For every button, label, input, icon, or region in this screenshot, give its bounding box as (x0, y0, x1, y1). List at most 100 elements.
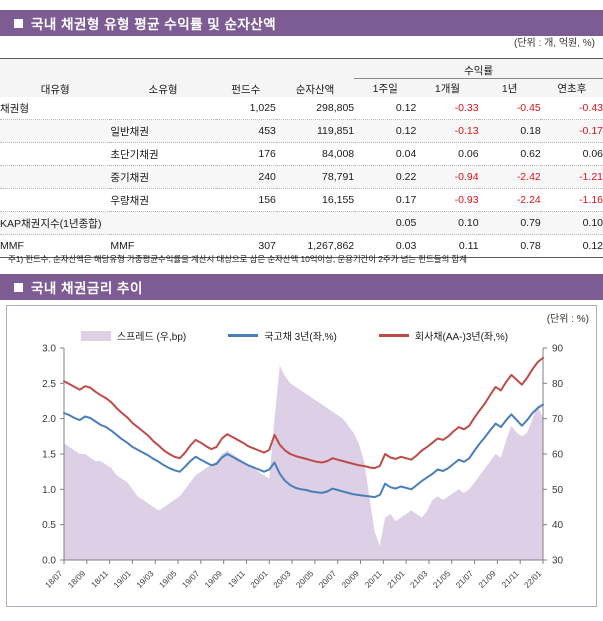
col-header-minor: 소유형 (110, 58, 216, 97)
svg-text:18/11: 18/11 (90, 569, 111, 590)
section-header-rate-trend: 국내 채권금리 추이 (0, 274, 603, 300)
svg-text:90: 90 (552, 344, 564, 355)
cell-minor: 일반채권 (110, 119, 216, 143)
table-row: 채권형 1,025 298,805 0.12 -0.33 -0.45 -0.43 (0, 97, 603, 120)
cell-1week: 0.05 (354, 211, 417, 235)
cell-ytd: 0.12 (540, 234, 603, 258)
bullet-square-icon-2 (14, 282, 23, 292)
cell-fund-count: 240 (215, 165, 276, 189)
chart-svg: 0.0 0.5 1.0 1.5 2.0 2.5 3.0 30 40 50 60 70 80 90 18/07… (42, 344, 564, 590)
cell-1week: 0.12 (354, 119, 417, 143)
cell-nav: 119,851 (275, 119, 355, 143)
cell-major: KAP채권지수(1년종합) (0, 211, 111, 235)
legend-label-ktb3y: 국고채 3년(좌,%) (264, 332, 337, 343)
svg-text:21/11: 21/11 (500, 569, 521, 590)
table-row: 중기채권 240 78,791 0.22 -0.94 -2.42 -1.21 (0, 165, 603, 189)
section2-title: 국내 채권금리 추이 (31, 281, 143, 296)
chart-unit-note: (단위 : %) (546, 314, 589, 325)
cell-ytd: -0.43 (540, 97, 603, 120)
cell-nav (275, 211, 355, 235)
cell-1month: -0.94 (416, 165, 479, 189)
cell-nav: 1,267,862 (275, 234, 355, 258)
section1-title: 국내 채권형 유형 평균 수익률 및 순자산액 (31, 17, 277, 32)
svg-text:19/01: 19/01 (112, 569, 133, 590)
cell-minor (110, 211, 216, 235)
cell-fund-count (215, 211, 276, 235)
col-header-ytd: 연초후 (557, 82, 587, 95)
cell-1year: 0.78 (478, 234, 541, 258)
svg-text:20/03: 20/03 (272, 569, 293, 590)
cell-fund-count: 1,025 (215, 97, 276, 120)
cell-major (0, 119, 111, 143)
legend-label-spread: 스프레드 (우,bp) (116, 332, 187, 343)
svg-text:1.5: 1.5 (42, 450, 56, 461)
svg-text:21/03: 21/03 (409, 569, 430, 590)
cell-1month: 0.10 (416, 211, 479, 235)
cell-fund-count: 453 (215, 119, 276, 143)
cell-nav: 78,791 (275, 165, 355, 189)
cell-nav: 84,008 (275, 142, 355, 166)
cell-1month: 0.06 (416, 142, 479, 166)
cell-nav: 298,805 (275, 97, 355, 120)
table-row: KAP채권지수(1년종합) 0.05 0.10 0.79 0.10 (0, 211, 603, 235)
cell-minor: 중기채권 (110, 165, 216, 189)
svg-text:21/09: 21/09 (477, 569, 498, 590)
svg-text:20/05: 20/05 (294, 569, 315, 590)
table-row: 일반채권 453 119,851 0.12 -0.13 0.18 -0.17 (0, 119, 603, 143)
svg-text:2.5: 2.5 (42, 379, 56, 390)
svg-text:19/03: 19/03 (135, 569, 156, 590)
cell-minor: MMF (110, 234, 216, 258)
cell-fund-count: 307 (215, 234, 276, 258)
cell-major (0, 142, 111, 166)
legend-item-ktb3y: 국고채 3년(좌,%) (228, 328, 337, 343)
col-header-1week: 1주일 (372, 82, 398, 95)
cell-1month: -0.33 (416, 97, 479, 120)
section1-unit-note: (단위 : 개, 억원, %) (514, 38, 595, 49)
section-header-fund-returns: 국내 채권형 유형 평균 수익률 및 순자산액 (0, 10, 603, 36)
svg-text:50: 50 (552, 485, 564, 496)
svg-text:40: 40 (552, 520, 564, 531)
cell-major (0, 188, 111, 212)
table-footnote: 주1) 펀드수, 순자산액은 해당유형 가중평균수익률을 계산시 대상으로 삼은… (8, 254, 467, 264)
cell-1month: -0.93 (416, 188, 479, 212)
cell-1week: 0.17 (354, 188, 417, 212)
series-line-corp3y (63, 356, 544, 470)
svg-text:80: 80 (552, 379, 564, 390)
legend-label-corp3y: 회사채(AA-)3년(좌,%) (414, 332, 509, 343)
legend-swatch-corp3y (378, 334, 409, 337)
cell-ytd: -1.21 (540, 165, 603, 189)
cell-1year: -0.45 (478, 97, 541, 120)
legend-item-corp3y: 회사채(AA-)3년(좌,%) (378, 328, 509, 343)
col-header-fund-count: 펀드수 (215, 58, 276, 97)
svg-text:20/11: 20/11 (363, 569, 384, 590)
svg-text:2.0: 2.0 (42, 414, 56, 425)
cell-1week: 0.04 (354, 142, 417, 166)
series-line-ktb3y (63, 403, 544, 499)
table-row: 우량채권 156 16,155 0.17 -0.93 -2.24 -1.16 (0, 188, 603, 212)
cell-1year: -2.42 (478, 165, 541, 189)
cell-fund-count: 156 (215, 188, 276, 212)
svg-text:0.0: 0.0 (42, 556, 56, 567)
cell-nav: 16,155 (275, 188, 355, 212)
svg-text:19/09: 19/09 (203, 569, 224, 590)
cell-1month: 0.11 (416, 234, 479, 258)
col-header-yield-group: 수익률 (354, 58, 603, 79)
cell-minor (110, 97, 216, 120)
col-header-nav: 순자산액 (275, 58, 355, 97)
col-header-major: 대유형 (0, 58, 111, 97)
svg-text:1.0: 1.0 (42, 485, 56, 496)
cell-1year: 0.62 (478, 142, 541, 166)
cell-1year: -2.24 (478, 188, 541, 212)
svg-text:21/01: 21/01 (386, 569, 407, 590)
cell-major (0, 165, 111, 189)
cell-minor: 우량채권 (110, 188, 216, 212)
fund-table-body: 채권형 1,025 298,805 0.12 -0.33 -0.45 -0.43 일반채권 45… (0, 97, 603, 258)
svg-text:3.0: 3.0 (42, 344, 56, 355)
cell-ytd: 0.10 (540, 211, 603, 235)
svg-text:30: 30 (552, 556, 564, 567)
chart-legend: 스프레드 (우,bp) 국고채 3년(좌,%) 회사채(AA-)3년(좌,%) (0, 328, 589, 343)
cell-ytd: -0.17 (540, 119, 603, 143)
cell-major: MMF (0, 234, 111, 258)
legend-item-spread: 스프레드 (우,bp) (80, 328, 187, 343)
